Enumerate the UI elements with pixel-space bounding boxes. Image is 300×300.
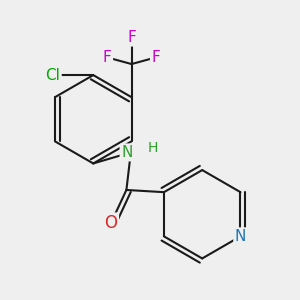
- Text: N: N: [121, 145, 133, 160]
- Text: F: F: [127, 30, 136, 45]
- Text: F: F: [152, 50, 160, 65]
- Text: O: O: [104, 214, 117, 232]
- Text: N: N: [235, 229, 246, 244]
- Text: H: H: [148, 141, 158, 155]
- Text: F: F: [103, 50, 112, 65]
- Text: Cl: Cl: [45, 68, 60, 82]
